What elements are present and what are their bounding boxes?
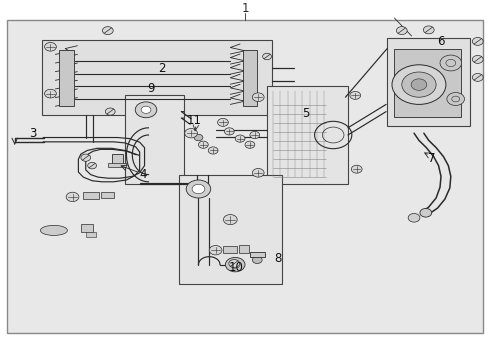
Bar <box>223 246 237 253</box>
Bar <box>101 192 114 198</box>
Text: 3: 3 <box>29 127 37 140</box>
Circle shape <box>396 27 407 35</box>
Circle shape <box>252 168 264 177</box>
Bar <box>243 50 257 106</box>
Bar <box>7 20 483 333</box>
Circle shape <box>230 261 240 268</box>
Bar <box>59 50 74 106</box>
Text: 4: 4 <box>139 168 147 181</box>
Circle shape <box>141 106 151 113</box>
Circle shape <box>102 27 113 35</box>
Circle shape <box>351 165 362 173</box>
Circle shape <box>472 73 483 81</box>
Circle shape <box>263 53 271 60</box>
Circle shape <box>198 141 208 148</box>
Text: 9: 9 <box>147 82 155 95</box>
Circle shape <box>45 89 56 98</box>
Text: 8: 8 <box>274 252 282 265</box>
Circle shape <box>135 102 157 118</box>
Circle shape <box>472 55 483 63</box>
Circle shape <box>411 79 427 90</box>
Circle shape <box>250 131 260 139</box>
Circle shape <box>218 118 228 126</box>
Ellipse shape <box>40 225 67 235</box>
Bar <box>267 86 348 184</box>
Circle shape <box>45 42 56 51</box>
Bar <box>387 38 470 126</box>
Text: 11: 11 <box>187 114 202 127</box>
Bar <box>125 95 184 184</box>
Bar <box>239 245 249 253</box>
Bar <box>86 232 96 237</box>
Circle shape <box>186 180 211 198</box>
Circle shape <box>224 128 234 135</box>
Text: 6: 6 <box>437 35 445 48</box>
Text: 1: 1 <box>241 3 249 15</box>
Bar <box>179 175 282 284</box>
Circle shape <box>209 246 222 255</box>
Text: 7: 7 <box>428 152 436 165</box>
Text: 2: 2 <box>158 62 166 75</box>
Circle shape <box>223 215 237 225</box>
Circle shape <box>225 257 245 272</box>
Circle shape <box>252 256 262 264</box>
Circle shape <box>420 208 432 217</box>
Circle shape <box>66 192 79 202</box>
Circle shape <box>88 162 97 169</box>
Bar <box>108 163 126 167</box>
Circle shape <box>423 26 434 34</box>
Circle shape <box>194 134 203 141</box>
Circle shape <box>392 65 446 104</box>
Circle shape <box>229 260 240 267</box>
Circle shape <box>440 55 462 71</box>
Circle shape <box>402 72 436 97</box>
Bar <box>250 252 265 257</box>
Circle shape <box>447 93 465 105</box>
Text: 10: 10 <box>229 261 244 274</box>
Bar <box>83 192 99 199</box>
Bar <box>112 154 122 165</box>
Bar <box>81 224 93 232</box>
Circle shape <box>472 37 483 45</box>
Circle shape <box>252 93 264 102</box>
Circle shape <box>192 184 205 194</box>
Circle shape <box>81 154 91 161</box>
Circle shape <box>235 135 245 142</box>
Bar <box>394 49 461 117</box>
Circle shape <box>350 91 361 99</box>
Circle shape <box>408 213 420 222</box>
Circle shape <box>105 108 115 115</box>
Circle shape <box>208 147 218 154</box>
Circle shape <box>245 141 255 148</box>
Text: 5: 5 <box>302 107 310 120</box>
Circle shape <box>185 129 197 138</box>
Bar <box>42 40 272 115</box>
